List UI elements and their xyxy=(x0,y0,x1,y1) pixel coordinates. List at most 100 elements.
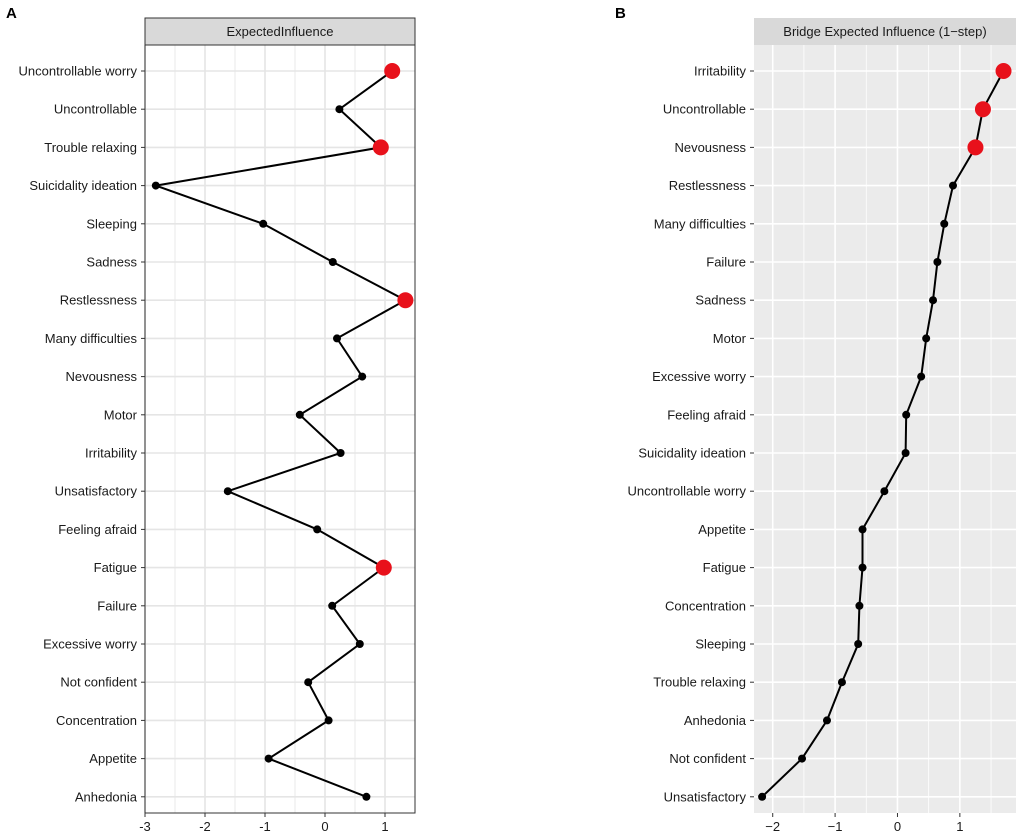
data-point xyxy=(295,410,304,419)
y-tick-label: Unsatisfactory xyxy=(664,789,747,804)
y-tick-label: Failure xyxy=(97,598,137,613)
data-point xyxy=(223,487,232,496)
y-tick-label: Trouble relaxing xyxy=(653,675,746,690)
y-tick-label: Feeling afraid xyxy=(58,522,137,537)
y-tick-label: Sadness xyxy=(86,255,137,270)
data-point-highlighted xyxy=(397,292,414,309)
data-point-highlighted xyxy=(375,559,392,576)
data-point xyxy=(933,258,942,266)
y-tick-label: Nevousness xyxy=(674,140,746,155)
data-point xyxy=(948,181,957,190)
x-tick-label: -2 xyxy=(199,819,211,834)
panel-b-x-axis: −2 −1 0 1 xyxy=(765,813,963,834)
y-tick-label: Motor xyxy=(713,331,747,346)
x-tick-label: -1 xyxy=(259,819,271,834)
data-point xyxy=(264,754,273,763)
data-point xyxy=(858,525,867,534)
panel-b-grid xyxy=(754,45,1016,813)
y-tick-label: Not confident xyxy=(669,751,746,766)
data-point xyxy=(328,258,337,266)
y-tick-label: Many difficulties xyxy=(45,331,138,346)
data-point xyxy=(333,334,341,343)
panel-b-series-line xyxy=(761,70,1005,798)
x-tick-label: 0 xyxy=(321,819,328,834)
data-point xyxy=(901,449,910,457)
y-tick-label: Sleeping xyxy=(86,216,137,231)
panel-a-border xyxy=(144,44,416,814)
y-tick-label: Many difficulties xyxy=(654,216,747,231)
data-point xyxy=(324,716,333,725)
y-tick-label: Excessive worry xyxy=(652,369,746,384)
y-tick-label: Concentration xyxy=(56,713,137,728)
panel-a-letter: A xyxy=(6,5,17,22)
data-point-highlighted xyxy=(974,101,991,118)
x-tick-label: 0 xyxy=(894,819,901,834)
data-point xyxy=(822,716,831,725)
data-point xyxy=(929,296,938,305)
y-tick-label: Anhedonia xyxy=(684,713,747,728)
y-tick-label: Restlessness xyxy=(60,293,138,308)
data-point xyxy=(355,640,364,648)
data-point xyxy=(798,754,807,763)
y-tick-label: Failure xyxy=(706,255,746,270)
y-tick-label: Uncontrollable xyxy=(54,102,137,117)
panel-a-points xyxy=(151,63,414,801)
y-tick-label: Trouble relaxing xyxy=(44,140,137,155)
y-tick-label: Sleeping xyxy=(695,637,746,652)
y-tick-label: Excessive worry xyxy=(43,637,137,652)
y-tick-label: Irritability xyxy=(694,64,747,79)
panel-b-y-axis: Irritability Uncontrollable Nevousness Rest… xyxy=(628,64,754,804)
data-point-highlighted xyxy=(967,139,984,156)
y-tick-label: Irritability xyxy=(85,446,138,461)
y-tick-label: Nevousness xyxy=(65,369,137,384)
y-tick-label: Motor xyxy=(104,407,138,422)
data-point xyxy=(151,181,160,190)
y-tick-label: Uncontrollable xyxy=(663,102,746,117)
panel-a-y-axis: Uncontrollable worry Uncontrollable Troubl… xyxy=(19,64,145,804)
data-point xyxy=(304,678,313,687)
x-tick-label: 1 xyxy=(956,819,963,834)
data-point xyxy=(902,410,911,419)
data-point-highlighted xyxy=(384,63,401,79)
data-point xyxy=(880,487,889,496)
panel-b-plot-area xyxy=(754,45,1016,813)
y-tick-label: Concentration xyxy=(665,598,746,613)
data-point xyxy=(837,678,846,687)
x-tick-label: 1 xyxy=(381,819,388,834)
y-tick-label: Uncontrollable worry xyxy=(19,64,138,79)
data-point xyxy=(758,792,767,801)
panel-b-strip xyxy=(754,18,1016,45)
y-tick-label: Sadness xyxy=(695,293,746,308)
panel-a-title: ExpectedInfluence xyxy=(227,24,334,39)
data-point xyxy=(940,219,949,228)
data-point xyxy=(362,792,371,801)
y-tick-label: Fatigue xyxy=(703,560,746,575)
panel-b-title: Bridge Expected Influence (1−step) xyxy=(783,24,986,39)
y-tick-label: Fatigue xyxy=(94,560,137,575)
panel-b-letter: B xyxy=(615,5,626,22)
y-tick-label: Unsatisfactory xyxy=(55,484,138,499)
data-point xyxy=(335,105,344,114)
data-point-highlighted xyxy=(372,139,389,156)
data-point xyxy=(854,640,863,648)
panel-a-plot-area xyxy=(145,45,415,813)
y-tick-label: Not confident xyxy=(60,675,137,690)
data-point xyxy=(855,601,864,610)
data-point-highlighted xyxy=(995,63,1012,79)
panel-a-strip xyxy=(144,17,416,46)
panel-b: B Bridge Expected Influence (1−step) Irr… xyxy=(615,5,1016,834)
data-point xyxy=(259,219,268,228)
data-point xyxy=(328,601,337,610)
panel-b-points xyxy=(758,63,1012,801)
x-tick-label: −2 xyxy=(765,819,780,834)
x-tick-label: -3 xyxy=(139,819,151,834)
y-tick-label: Anhedonia xyxy=(75,789,138,804)
data-point xyxy=(313,525,322,534)
panel-a: A ExpectedInfluence Uncontrollable worry… xyxy=(6,5,416,834)
y-tick-label: Suicidality ideation xyxy=(638,446,746,461)
y-tick-label: Restlessness xyxy=(669,178,747,193)
y-tick-label: Appetite xyxy=(89,751,137,766)
y-tick-label: Feeling afraid xyxy=(667,407,746,422)
data-point xyxy=(358,372,367,381)
